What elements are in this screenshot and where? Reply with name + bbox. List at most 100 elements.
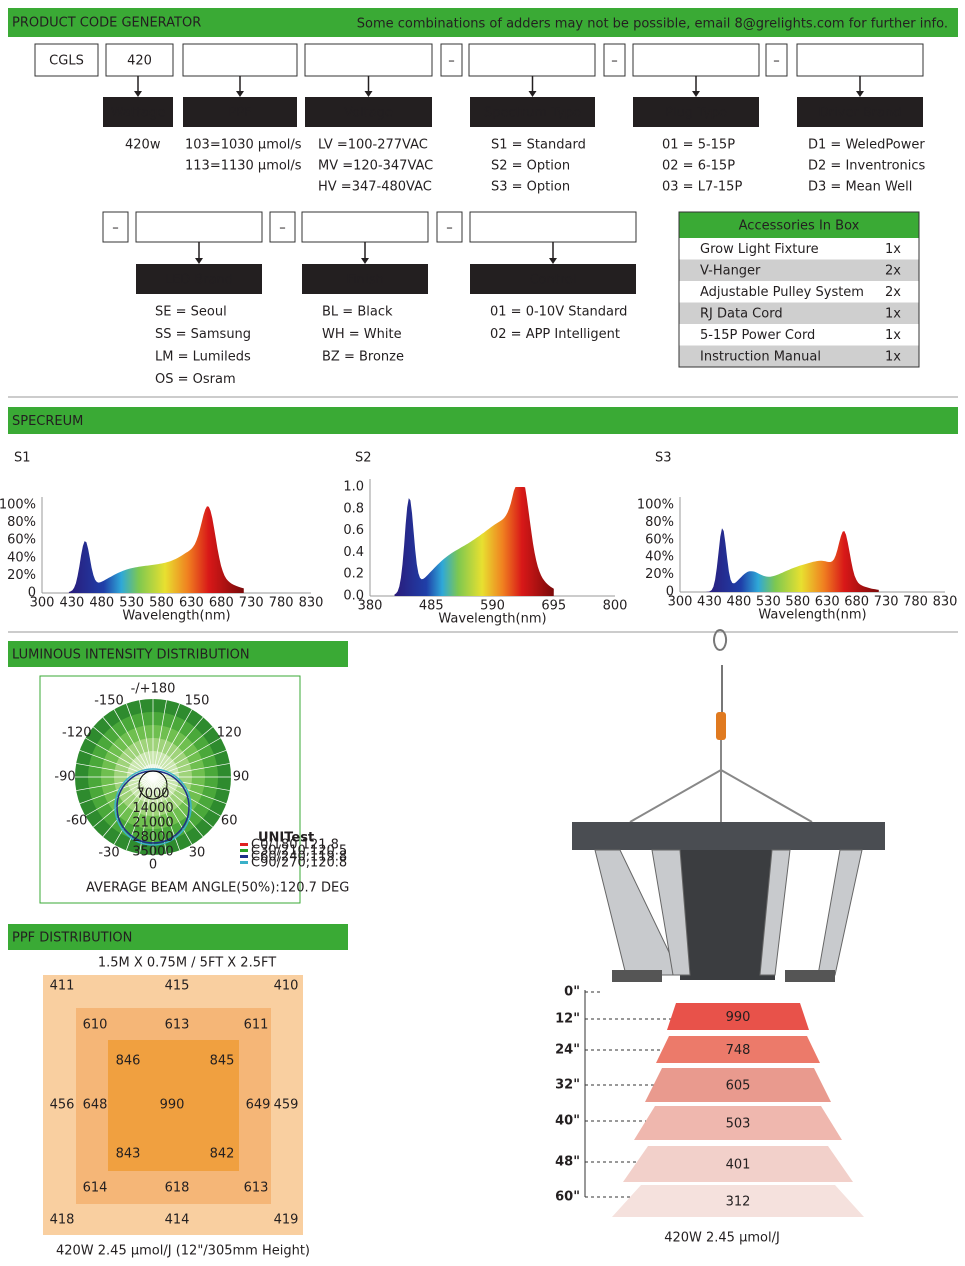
- x-tick-label: 800: [603, 599, 628, 614]
- field-option: LV =100-277VAC: [318, 138, 428, 153]
- legend-swatch: [240, 855, 248, 858]
- x-tick-label: 630: [815, 595, 840, 610]
- ppf-value: 614: [83, 1181, 108, 1196]
- polar-spoke: [76, 763, 154, 778]
- ppf-value: 618: [165, 1181, 190, 1196]
- code-box: [301, 211, 429, 243]
- accessory-name: Instruction Manual: [700, 350, 821, 365]
- legend-swatch: [240, 861, 248, 864]
- x-tick-label: 730: [239, 596, 264, 611]
- x-tick-label: 780: [903, 595, 928, 610]
- field-option: SS = Samsung: [155, 327, 251, 342]
- polar-spoke: [113, 709, 154, 778]
- y-tick-label: 0: [28, 586, 36, 601]
- ppf-value: 842: [210, 1147, 235, 1162]
- legend-entry: C30/210,120.5: [251, 844, 347, 859]
- x-tick-label: 830: [299, 596, 324, 611]
- polar-spoke: [152, 703, 181, 778]
- ppf-at-height: 990: [726, 1010, 751, 1025]
- x-tick-label: 680: [209, 596, 234, 611]
- fixture-foot: [612, 970, 662, 982]
- code-box: [632, 43, 760, 77]
- arrow-head: [692, 91, 700, 97]
- y-tick-label: 80%: [645, 515, 674, 530]
- spectrum-curve: [68, 506, 244, 593]
- height-label: 32": [555, 1078, 580, 1093]
- x-tick-label: 300: [668, 595, 693, 610]
- x-tick-label: 580: [149, 596, 174, 611]
- y-tick-label: 40%: [645, 550, 674, 565]
- field-label-box: [633, 97, 759, 127]
- x-axis-label: Wavelength(nm): [438, 612, 546, 627]
- section-header: [8, 407, 958, 434]
- light-cone: [623, 1146, 853, 1182]
- code-box: [440, 43, 463, 77]
- polar-spoke: [152, 776, 213, 828]
- field-label-box: [305, 97, 432, 127]
- led-bar: [817, 849, 863, 976]
- y-tick-label: 100%: [0, 498, 36, 513]
- radius-label: 28000: [132, 830, 173, 845]
- y-tick-label: 0.4: [343, 545, 364, 560]
- angle-label: -/+180: [131, 682, 176, 697]
- accessory-qty: 1x: [885, 350, 901, 365]
- angle-label: 150: [185, 693, 210, 708]
- field-label: Wattage: [111, 106, 165, 121]
- y-tick-label: 0: [666, 585, 674, 600]
- height-label: 48": [555, 1155, 580, 1170]
- polar-spoke: [113, 776, 154, 845]
- code-text: –: [279, 221, 286, 236]
- field-option: D2 = Inventronics: [808, 159, 926, 174]
- field-label: Finish: [346, 273, 383, 288]
- code-box: [765, 43, 788, 77]
- field-option: WH = White: [322, 327, 402, 342]
- ppf-value: 414: [165, 1213, 190, 1228]
- legend-entry: C90/270,120.8: [251, 856, 347, 871]
- ppf-at-height: 503: [726, 1117, 751, 1132]
- accessories-title: Accessories In Box: [739, 219, 860, 234]
- accessory-name: Adjustable Pulley System: [700, 285, 864, 300]
- arrow-head: [236, 91, 244, 97]
- x-tick-label: 300: [30, 596, 55, 611]
- field-label-box: [136, 264, 262, 294]
- x-tick-label: 485: [419, 599, 444, 614]
- x-tick-label: 830: [933, 595, 958, 610]
- field-label: Spectrum Type: [484, 106, 581, 121]
- field-option: OS = Osram: [155, 372, 236, 387]
- x-axis-label: Wavelength(nm): [758, 608, 866, 623]
- legend-swatch: [240, 843, 248, 846]
- x-axis-label: Wavelength(nm): [122, 609, 230, 624]
- code-box: [102, 211, 129, 243]
- ppf-value: 456: [50, 1098, 75, 1113]
- hanger-ratchet: [716, 712, 726, 740]
- code-box: [468, 43, 596, 77]
- ppf-value: 846: [116, 1054, 141, 1069]
- beam-note: AVERAGE BEAM ANGLE(50%):120.7 DEG: [86, 881, 349, 896]
- ppf-value: 411: [50, 979, 75, 994]
- accessories-title-bar: [679, 212, 919, 238]
- height-caption: 420W 2.45 μmol/J: [664, 1231, 780, 1246]
- field-option: 02 = APP Intelligent: [490, 327, 620, 342]
- code-text: –: [112, 221, 119, 236]
- y-tick-label: 1.0: [343, 480, 364, 495]
- field-label: Driver Brand: [819, 106, 902, 121]
- light-cone: [612, 1185, 864, 1217]
- ppf-at-height: 605: [726, 1079, 751, 1094]
- angle-label: -150: [94, 693, 124, 708]
- header-bar: [8, 8, 958, 37]
- ppf-size: 1.5M X 0.75M / 5FT X 2.5FT: [98, 956, 276, 971]
- accessory-row: [679, 345, 919, 367]
- polar-inner: [138, 770, 168, 800]
- field-option: MV =120-347VAC: [318, 159, 433, 174]
- spectrum-curve: [706, 528, 879, 592]
- accessory-name: 5-15P Power Cord: [700, 328, 815, 343]
- code-text: –: [446, 221, 453, 236]
- accessory-name: RJ Data Cord: [700, 307, 783, 322]
- spectrum-name: S3: [655, 451, 672, 466]
- light-cone: [656, 1036, 820, 1063]
- ppf-inner: [108, 1040, 239, 1171]
- accessories-border: [678, 211, 920, 368]
- y-tick-label: 40%: [7, 550, 36, 565]
- field-option: 103=1030 μmol/s: [185, 138, 302, 153]
